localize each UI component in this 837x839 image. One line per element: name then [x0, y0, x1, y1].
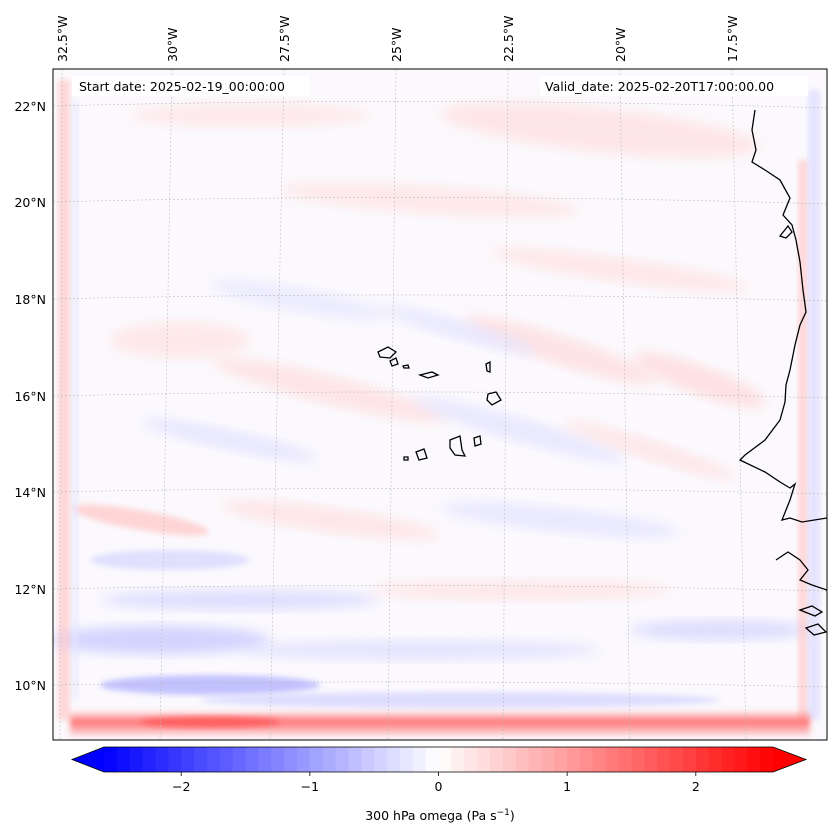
colorbar-cell — [181, 747, 195, 772]
colorbar-cell — [747, 747, 761, 772]
colorbar-extend-low — [72, 747, 104, 772]
colorbar: −2 −1 0 1 2 300 hPa omega (Pa s−1) — [70, 746, 808, 823]
colorbar-cell — [322, 747, 337, 772]
colorbar-cell — [387, 747, 401, 772]
colorbar-cell — [194, 747, 208, 772]
start-date-label: Start date: 2025-02-19_00:00:00 — [79, 79, 285, 94]
colorbar-cell — [477, 747, 491, 772]
colorbar-cell — [232, 747, 247, 772]
colorbar-cell — [361, 747, 375, 772]
colorbar-cell — [335, 747, 350, 772]
colorbar-label: 300 hPa omega (Pa s−1) — [365, 808, 515, 823]
valid-date-label: Valid_date: 2025-02-20T17:00:00.00 — [545, 79, 774, 94]
lat-label: 12°N — [14, 582, 46, 597]
colorbar-cell — [541, 747, 555, 772]
lon-label: 22.5°W — [501, 16, 516, 62]
colorbar-cell — [734, 747, 748, 772]
colorbar-cells — [104, 747, 774, 772]
colorbar-cell — [374, 747, 388, 772]
colorbar-cell — [142, 747, 157, 772]
lat-label: 20°N — [14, 195, 46, 210]
colorbar-cell — [464, 747, 478, 772]
colorbar-cell — [760, 747, 774, 772]
colorbar-cell — [245, 747, 259, 772]
colorbar-cell — [425, 747, 440, 772]
lat-label: 16°N — [14, 389, 46, 404]
colorbar-tick-label: 1 — [563, 779, 571, 794]
colorbar-cell — [116, 747, 131, 772]
colorbar-cell — [168, 747, 182, 772]
colorbar-tick-label: 0 — [435, 779, 443, 794]
lat-label: 10°N — [14, 678, 46, 693]
map-plot-area: Start date: 2025-02-19_00:00:00 Valid_da… — [52, 68, 828, 741]
lon-label: 30°W — [165, 27, 180, 62]
colorbar-cell — [670, 747, 684, 772]
lat-label: 22°N — [14, 99, 46, 114]
colorbar-cell — [502, 747, 517, 772]
lat-label: 14°N — [14, 485, 46, 500]
colorbar-cell — [721, 747, 736, 772]
colorbar-cell — [129, 747, 144, 772]
colorbar-cell — [489, 747, 504, 772]
lon-label: 17.5°W — [725, 16, 740, 62]
coastlines — [377, 109, 827, 636]
colorbar-ticks: −2 −1 0 1 2 — [172, 772, 700, 794]
colorbar-cell — [567, 747, 581, 772]
colorbar-tick-label: −1 — [301, 779, 319, 794]
cabo-verde-islands — [377, 346, 398, 359]
colorbar-cell — [284, 747, 298, 772]
colorbar-cell — [206, 747, 221, 772]
colorbar-tick-label: −2 — [172, 779, 190, 794]
colorbar-cell — [682, 747, 697, 772]
colorbar-cell — [515, 747, 530, 772]
colorbar-cell — [438, 747, 452, 772]
colorbar-cell — [258, 747, 272, 772]
colorbar-cell — [296, 747, 311, 772]
colorbar-extend-high — [773, 747, 806, 772]
colorbar-cell — [528, 747, 543, 772]
colorbar-cell — [219, 747, 234, 772]
colorbar-cell — [695, 747, 710, 772]
colorbar-cell — [644, 747, 658, 772]
lon-label: 25°W — [389, 27, 404, 62]
colorbar-cell — [592, 747, 607, 772]
colorbar-cell — [451, 747, 465, 772]
colorbar-cell — [580, 747, 594, 772]
lon-label: 32.5°W — [55, 16, 70, 62]
lon-label: 20°W — [613, 27, 628, 62]
lon-label: 27.5°W — [277, 16, 292, 62]
africa-coastline — [738, 109, 827, 523]
colorbar-tick-label: 2 — [692, 779, 700, 794]
colorbar-cell — [271, 747, 285, 772]
colorbar-cell — [618, 747, 633, 772]
colorbar-cell — [554, 747, 568, 772]
colorbar-cell — [309, 747, 324, 772]
lat-label: 18°N — [14, 292, 46, 307]
colorbar-outline — [70, 746, 808, 773]
colorbar-cell — [657, 747, 671, 772]
map-frame — [52, 68, 828, 741]
colorbar-cell — [412, 747, 427, 772]
colorbar-cell — [104, 747, 118, 772]
colorbar-cell — [708, 747, 723, 772]
colorbar-cell — [155, 747, 169, 772]
colorbar-cell — [399, 747, 414, 772]
annotations: Start date: 2025-02-19_00:00:00 Valid_da… — [72, 76, 808, 96]
colorbar-cell — [348, 747, 362, 772]
colorbar-cell — [631, 747, 645, 772]
longitude-labels: 32.5°W 30°W 27.5°W 25°W 22.5°W 20°W 17.5… — [55, 16, 740, 62]
latitude-labels: 22°N 20°N 18°N 16°N 14°N 12°N 10°N — [14, 99, 46, 693]
omega-field — [53, 80, 820, 736]
colorbar-cell — [605, 747, 620, 772]
